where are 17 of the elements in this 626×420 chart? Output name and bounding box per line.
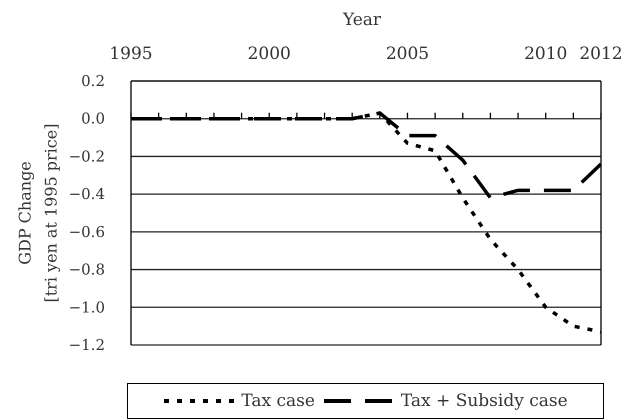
y-tick-label: −1.0 <box>68 298 105 316</box>
y-tick-label: 0.2 <box>81 72 105 90</box>
x-tick-label: 2010 <box>524 44 568 64</box>
x-tick-label: 1995 <box>109 44 153 64</box>
y-tick-label: −0.6 <box>68 222 105 241</box>
x-axis-title: Year <box>342 10 382 30</box>
legend-label: Tax case <box>241 391 315 411</box>
x-tick-label: 2005 <box>386 44 430 64</box>
x-tick-label: 2000 <box>248 44 291 64</box>
legend-label: Tax + Subsidy case <box>400 391 568 411</box>
y-tick-label: −1.2 <box>68 336 105 354</box>
y-tick-label: −0.2 <box>68 147 105 166</box>
y-axis-title: GDP Change [tri yen at 1995 price] <box>16 124 60 302</box>
y-tick-label: 0.0 <box>81 110 105 128</box>
x-tick-label: 2012 <box>579 44 623 64</box>
y-tick-label: −0.4 <box>68 185 105 204</box>
y-tick-label: −0.8 <box>68 260 105 279</box>
